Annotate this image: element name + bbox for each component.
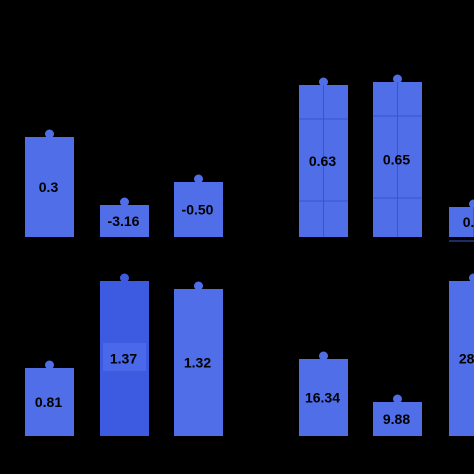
bar [174,182,223,237]
data-label: -0.50 [182,202,214,218]
bar [373,402,422,436]
bar [25,368,74,436]
data-label: 16.34 [305,390,340,406]
data-label: 28.2 [459,351,474,367]
data-label: 1.37 [110,351,137,367]
bar-marker [194,281,203,291]
bar [174,289,223,436]
bar [299,359,348,436]
bar-marker [393,394,402,404]
data-label: 0.81 [35,394,62,410]
bar [449,207,474,237]
data-label: 0.3 [39,179,59,195]
bar-marker [469,273,474,283]
panel-bottom-left: 0.81 1.37 1.32 [25,273,223,436]
data-label: 1.32 [184,355,211,371]
bar-marker [319,351,328,361]
bar-marker [120,273,129,283]
label-highlight [103,343,146,371]
bar-marker [194,174,203,184]
bar-marker [469,199,474,209]
data-label: -3.16 [108,213,140,229]
data-label: 0.65 [383,152,410,168]
bar-marker [319,77,328,87]
panel-bottom-right: 16.34 9.88 28.2 [299,273,474,436]
bar [100,205,149,237]
bar-marker [45,129,54,139]
panel-top-left: 0.3 -3.16 -0.50 [25,129,223,237]
panel-top-right: 0.63 0.65 0.6 [299,74,474,324]
data-label: 0.6 [463,214,474,230]
bar-marker [45,360,54,370]
data-label: 0.63 [309,153,336,169]
data-label: 9.88 [383,411,410,427]
bar-marker [120,197,129,207]
bar [25,137,74,237]
bar-marker [393,74,402,84]
bar [449,281,474,436]
